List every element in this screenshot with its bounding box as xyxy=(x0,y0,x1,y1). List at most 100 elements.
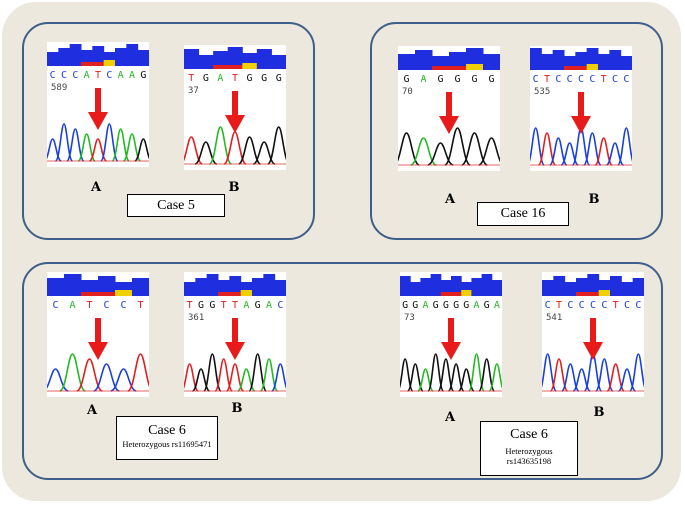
base-call: C xyxy=(578,74,584,85)
case-label-box: Case 16 xyxy=(477,202,569,226)
base-call: G xyxy=(471,74,477,85)
base-call: G xyxy=(247,73,253,84)
quality-bar xyxy=(552,50,565,70)
quality-bar xyxy=(440,280,452,296)
base-call: T xyxy=(232,300,238,311)
arrow-shaft xyxy=(95,88,101,114)
quality-bar xyxy=(587,274,600,296)
chromatogram-case16-b: C T C C C C T C C 535 xyxy=(530,46,632,171)
trace-peak xyxy=(127,353,149,392)
arrow-head xyxy=(88,112,108,130)
base-call: C xyxy=(612,74,618,85)
arrow-head xyxy=(439,116,459,134)
arrow-shaft xyxy=(95,318,101,344)
base-call: C xyxy=(567,300,573,311)
chromatogram-case16-a: G A G G G G 70 xyxy=(398,46,500,171)
panel-letter-case6-left-b: B xyxy=(231,401,243,416)
quality-bar xyxy=(598,54,610,70)
base-call: G xyxy=(403,74,409,85)
panel-letter-case16-b: B xyxy=(588,192,600,207)
case-label: Case 6 xyxy=(510,427,548,442)
quality-bar xyxy=(69,44,82,66)
base-call: C xyxy=(624,300,630,311)
arrow-shaft xyxy=(232,91,238,117)
base-call: C xyxy=(52,300,58,311)
trace-peak xyxy=(271,363,286,392)
case-note: Heterozygous rs11695471 xyxy=(122,439,212,449)
base-call: C xyxy=(623,74,629,85)
quality-bar xyxy=(240,282,253,296)
base-call: T xyxy=(556,300,562,311)
quality-bar xyxy=(620,56,632,70)
quality-bar xyxy=(103,60,115,66)
quality-bar xyxy=(271,55,286,69)
quality-bar xyxy=(451,276,462,296)
quality-bar xyxy=(483,54,500,70)
arrow-head xyxy=(88,342,108,360)
base-call: C xyxy=(590,300,596,311)
base-call: C xyxy=(533,74,539,85)
quality-bar xyxy=(252,278,264,296)
base-call: C xyxy=(635,300,641,311)
case-label: Case 16 xyxy=(500,206,546,221)
case-label: Case 5 xyxy=(157,198,195,213)
quality-bar xyxy=(466,64,483,70)
quality-bar xyxy=(184,49,200,69)
base-call: G xyxy=(255,300,261,311)
base-call: T xyxy=(544,74,550,85)
quality-bar xyxy=(564,66,587,70)
base-call: A xyxy=(129,70,135,81)
trace-peak xyxy=(478,137,500,166)
base-call: C xyxy=(545,300,551,311)
case-5-group xyxy=(22,22,315,240)
quality-bar xyxy=(432,66,466,70)
base-call: G xyxy=(488,74,494,85)
quality-bar xyxy=(564,56,576,70)
base-call: G xyxy=(463,300,469,311)
case-note: rs143635198 xyxy=(506,456,552,466)
case-6-group xyxy=(22,262,663,480)
base-call: C xyxy=(50,70,56,81)
trace-peak xyxy=(208,126,233,165)
base-call: A xyxy=(422,300,428,311)
quality-bar xyxy=(103,52,116,66)
base-position: 37 xyxy=(188,86,199,96)
quality-bar xyxy=(541,54,554,70)
quality-bar xyxy=(229,276,242,296)
base-call: T xyxy=(613,300,619,311)
base-call: A xyxy=(84,70,90,81)
base-call: G xyxy=(484,300,490,311)
base-call: T xyxy=(137,300,143,311)
arrow-shaft xyxy=(232,318,238,344)
quality-bar xyxy=(195,278,208,296)
base-call: C xyxy=(579,300,585,311)
trace-peak xyxy=(93,363,120,392)
quality-bar xyxy=(47,278,65,296)
quality-bar xyxy=(410,282,421,296)
quality-bar xyxy=(461,282,472,296)
base-call: C xyxy=(103,300,109,311)
quality-bar xyxy=(440,292,462,296)
case-label-box: Case 5 xyxy=(127,194,225,217)
base-call: T xyxy=(95,70,101,81)
quality-bar xyxy=(132,278,149,296)
quality-bar xyxy=(137,50,149,66)
quality-bar xyxy=(481,274,493,296)
base-call: T xyxy=(221,300,227,311)
quality-bar xyxy=(461,290,472,296)
base-call: G xyxy=(402,300,408,311)
base-call: A xyxy=(217,73,223,84)
trace-peak xyxy=(410,137,437,166)
base-call: T xyxy=(188,73,194,84)
base-position: 73 xyxy=(404,313,415,323)
base-call: G xyxy=(443,300,449,311)
base-call: G xyxy=(140,70,146,81)
base-call: C xyxy=(120,300,126,311)
trace-peak xyxy=(629,353,644,392)
quality-bar xyxy=(81,62,104,66)
quality-bar xyxy=(530,48,542,70)
base-call: C xyxy=(567,74,573,85)
base-call: A xyxy=(494,300,500,311)
quality-bar xyxy=(184,282,196,296)
